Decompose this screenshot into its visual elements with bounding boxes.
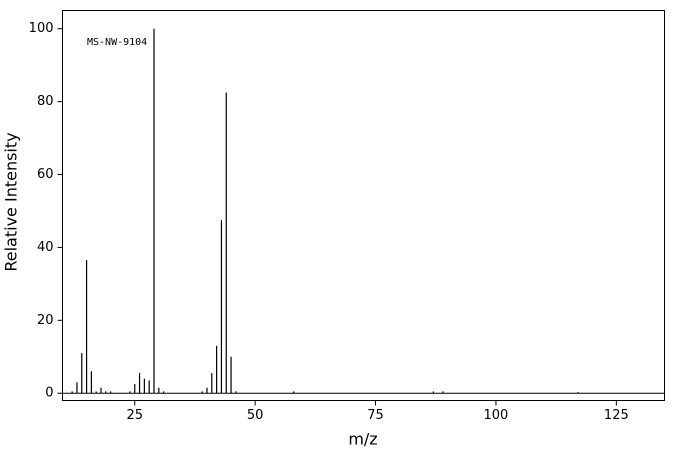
y-tick-label: 80 [37,94,54,109]
x-tick-label: 25 [126,408,143,423]
x-axis-label: m/z [348,430,377,449]
x-tick-label: 100 [484,408,509,423]
y-tick-label: 100 [29,21,54,36]
annotation: MS-NW-9104 [87,37,147,48]
y-tick-label: 20 [37,313,54,328]
plot-frame [62,10,665,401]
x-tick-label: 50 [247,408,264,423]
y-tick-label: 40 [37,240,54,255]
x-tick-label: 125 [604,408,629,423]
y-axis-label: Relative Intensity [2,132,21,271]
x-tick-label: 75 [367,408,384,423]
y-tick-label: 0 [45,386,53,401]
y-tick-label: 60 [37,167,54,182]
